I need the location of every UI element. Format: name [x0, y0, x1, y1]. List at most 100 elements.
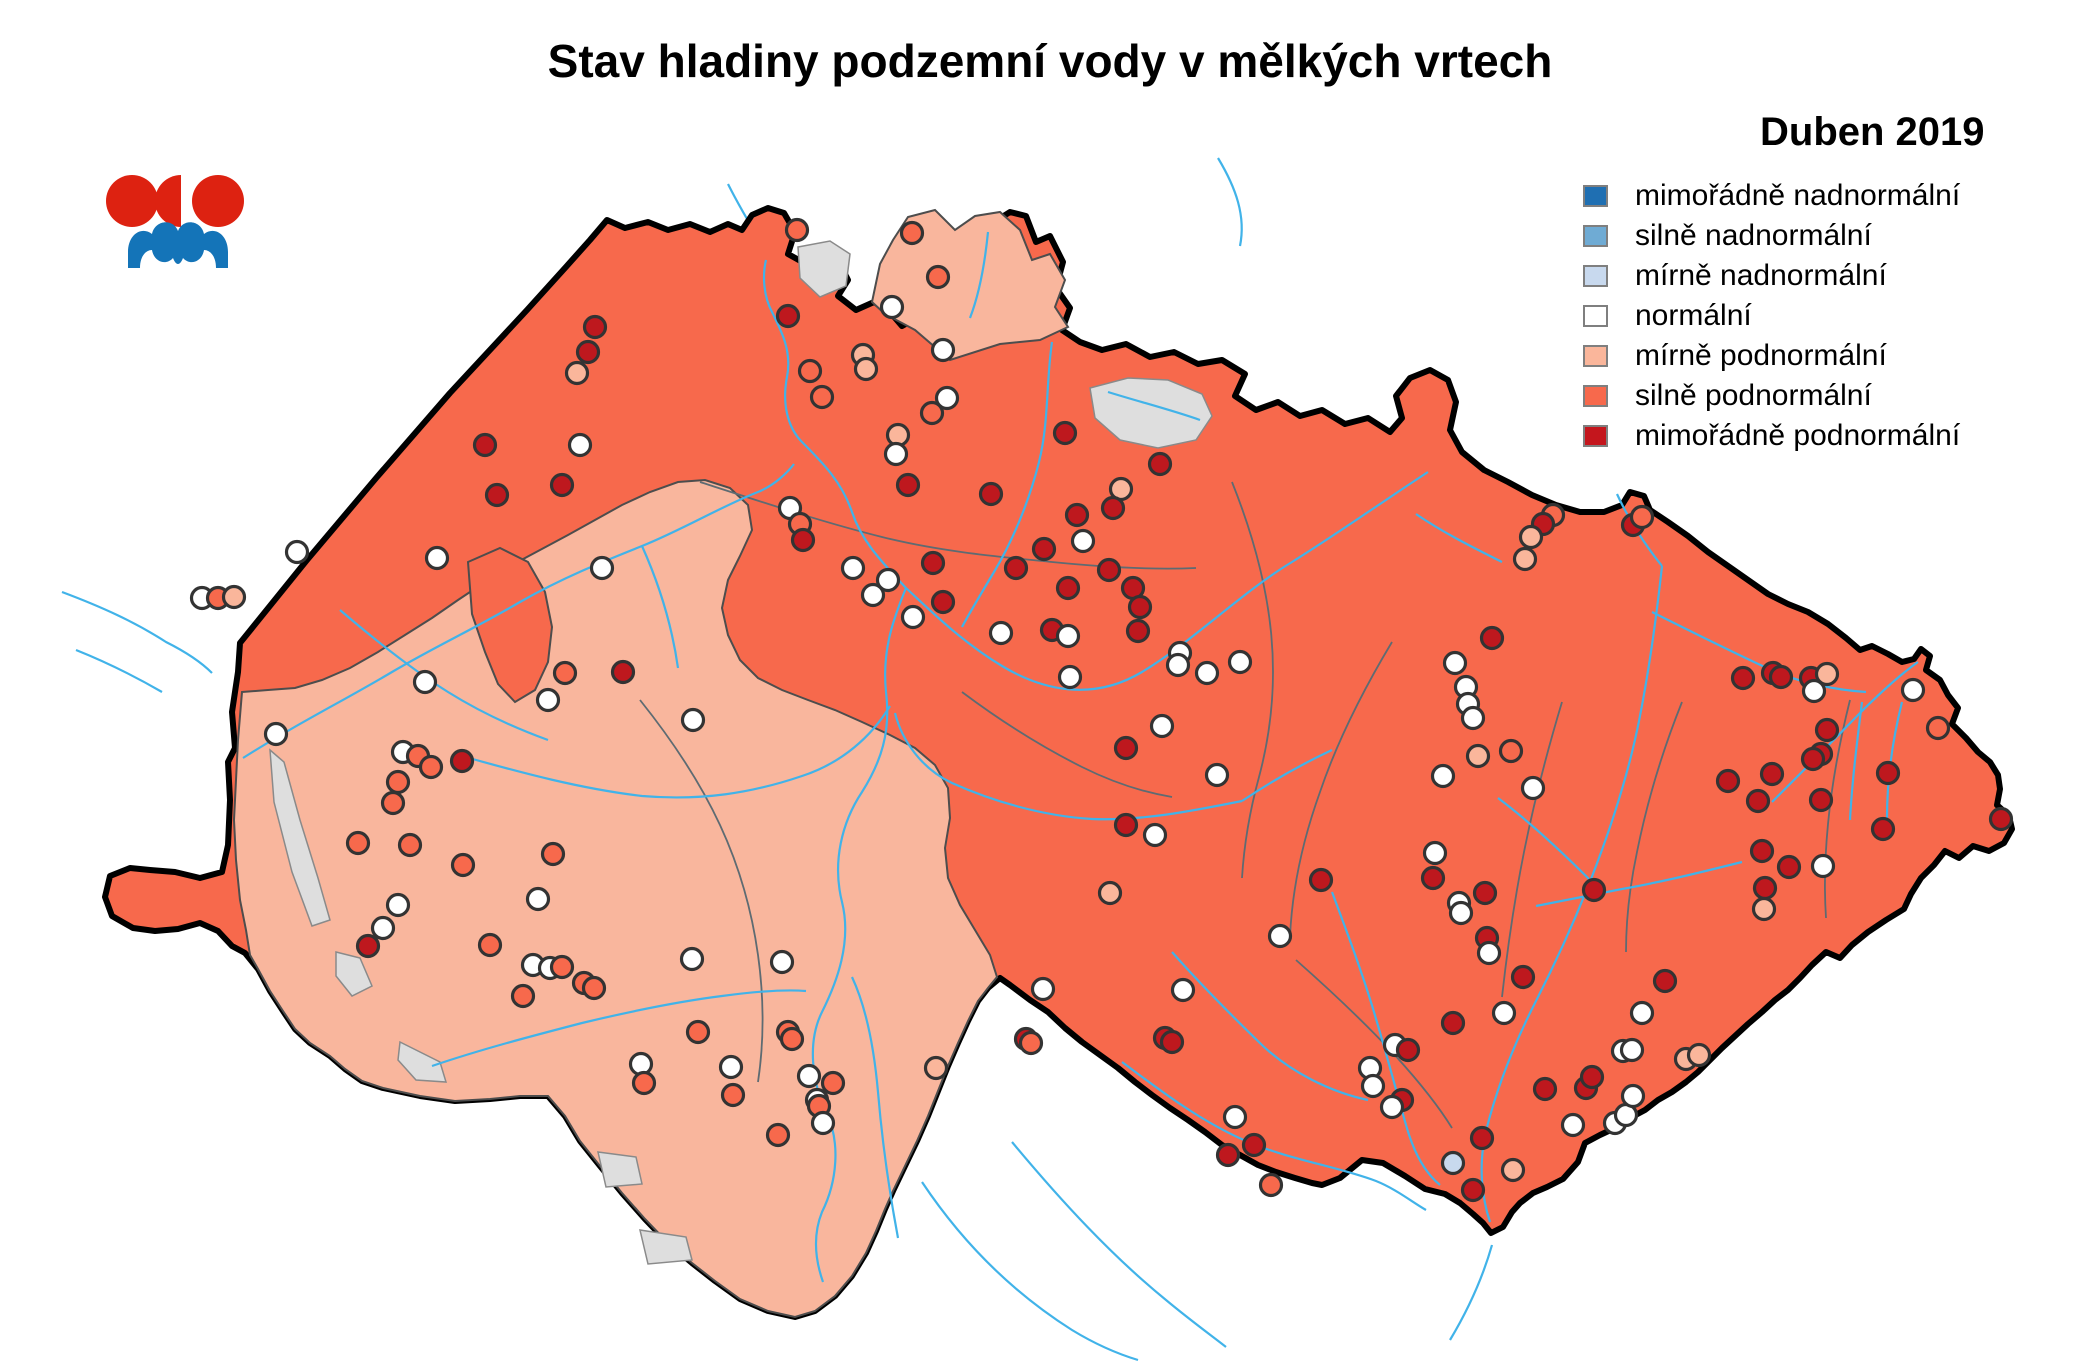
station-dot	[1532, 1076, 1558, 1102]
station-dot	[1686, 1042, 1712, 1068]
station-dot	[1801, 678, 1827, 704]
station-dot	[920, 550, 946, 576]
station-dot	[1581, 877, 1607, 903]
station-dot	[355, 933, 381, 959]
station-dot	[1159, 1029, 1185, 1055]
station-dot	[510, 983, 536, 1009]
station-dot	[765, 1122, 791, 1148]
legend-item-mn: mírně nadnormální	[1583, 256, 1960, 296]
regions-no-data	[269, 240, 1213, 1265]
station-dot	[1520, 775, 1546, 801]
station-dot	[575, 339, 601, 365]
station-dot	[1465, 743, 1491, 769]
station-dot	[1430, 763, 1456, 789]
station-dot	[412, 669, 438, 695]
station-dot	[549, 954, 575, 980]
legend-item-en: mimořádně nadnormální	[1583, 176, 1960, 216]
station-dot	[930, 589, 956, 615]
station-dot	[589, 555, 615, 581]
station-dot	[1055, 623, 1081, 649]
station-dot	[370, 915, 396, 941]
station-dot	[1776, 854, 1802, 880]
station-dot	[1814, 717, 1840, 743]
station-dot	[1018, 1030, 1044, 1056]
station-dot	[1460, 705, 1486, 731]
legend: mimořádně nadnormální silně nadnormální mí…	[1583, 176, 1960, 456]
legend-label-ep: mimořádně podnormální	[1635, 419, 1961, 452]
legend-item-sn: silně nadnormální	[1583, 216, 1960, 256]
station-dot	[1096, 557, 1122, 583]
station-dot	[900, 604, 926, 630]
station-dot	[582, 314, 608, 340]
legend-label-sp: silně podnormální	[1635, 379, 1872, 412]
station-dot	[263, 721, 289, 747]
station-dot	[685, 1019, 711, 1045]
legend-swatch-mn	[1583, 265, 1608, 287]
station-dot	[1113, 735, 1139, 761]
station-dot	[1003, 555, 1029, 581]
station-dot	[1629, 504, 1655, 530]
station-dot	[450, 852, 476, 878]
station-dot	[221, 584, 247, 610]
station-dot	[680, 707, 706, 733]
station-dot	[810, 1110, 836, 1136]
legend-swatch-mp	[1583, 345, 1608, 367]
station-dot	[1900, 677, 1926, 703]
station-dot	[1422, 840, 1448, 866]
station-dot	[385, 892, 411, 918]
station-dot	[1097, 880, 1123, 906]
station-dot	[796, 1063, 822, 1089]
station-dot	[1149, 713, 1175, 739]
station-dot	[784, 217, 810, 243]
station-dot	[424, 545, 450, 571]
station-dot	[284, 539, 310, 565]
station-dot	[1988, 806, 2014, 832]
legend-label-n: normální	[1635, 299, 1752, 332]
station-dot	[1442, 650, 1468, 676]
legend-swatch-sn	[1583, 225, 1608, 247]
station-dot	[1215, 1142, 1241, 1168]
station-dot	[631, 1070, 657, 1096]
station-dot	[610, 659, 636, 685]
station-dot	[1472, 880, 1498, 906]
legend-label-mp: mírně podnormální	[1635, 339, 1887, 372]
station-dot	[925, 264, 951, 290]
station-dot	[840, 555, 866, 581]
station-dot	[1267, 923, 1293, 949]
legend-item-mp: mírně podnormální	[1583, 336, 1960, 376]
station-dot	[1064, 502, 1090, 528]
station-dot	[820, 1070, 846, 1096]
station-dot	[418, 754, 444, 780]
station-dot	[1031, 536, 1057, 562]
station-dot	[679, 946, 705, 972]
station-dot	[1147, 451, 1173, 477]
station-dot	[385, 769, 411, 795]
rivers	[242, 231, 1919, 1283]
period-label: Duben 2019	[1760, 110, 1985, 154]
station-dot	[988, 620, 1014, 646]
station-dot	[1460, 1177, 1486, 1203]
station-dot	[718, 1054, 744, 1080]
station-dot	[1204, 762, 1230, 788]
station-dot	[1652, 968, 1678, 994]
region-mildly-below-north	[870, 208, 1070, 362]
station-dot	[1479, 625, 1505, 651]
station-dot	[1579, 1064, 1605, 1090]
station-dot	[1258, 1172, 1284, 1198]
legend-label-en: mimořádně nadnormální	[1635, 179, 1961, 212]
station-dot	[1510, 964, 1536, 990]
legend-item-ep: mimořádně podnormální	[1583, 416, 1960, 456]
station-dot	[1420, 865, 1446, 891]
station-dot	[1241, 1132, 1267, 1158]
station-dot	[860, 582, 886, 608]
chmi-logo-icon	[106, 175, 244, 268]
station-dot	[1749, 838, 1775, 864]
station-dot	[525, 886, 551, 912]
station-dot	[1619, 1037, 1645, 1063]
station-dot	[1730, 665, 1756, 691]
station-dot	[1814, 661, 1840, 687]
station-dot	[535, 687, 561, 713]
station-dot	[978, 481, 1004, 507]
legend-label-sn: silně nadnormální	[1635, 219, 1872, 252]
station-dot	[895, 472, 921, 498]
